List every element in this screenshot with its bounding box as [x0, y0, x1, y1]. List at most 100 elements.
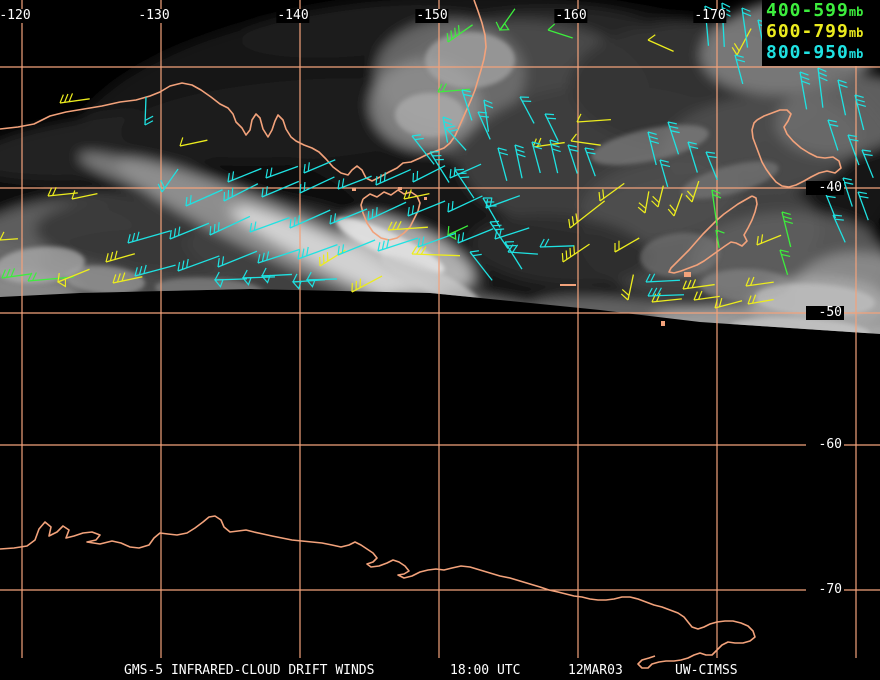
barb-feather: [620, 293, 629, 301]
barb-staff: [407, 200, 446, 217]
barb-feather: [445, 125, 455, 129]
caption-date: 12MAR03: [568, 663, 623, 678]
barb-feather: [827, 119, 837, 123]
wind-barb: [714, 297, 743, 309]
wind-barb: [781, 211, 794, 248]
barb-feather: [718, 297, 723, 307]
barb-feather: [733, 42, 740, 52]
barb-feather: [495, 21, 501, 31]
barb-feather: [568, 219, 571, 229]
barb-flag: [213, 279, 224, 288]
wind-barb: [489, 220, 509, 249]
wind-barb: [454, 168, 475, 199]
legend-unit: mb: [848, 47, 864, 61]
wind-barb: [411, 134, 435, 165]
wind-barb: [457, 228, 494, 244]
wind-barb: [731, 28, 752, 56]
barb-feather: [442, 116, 452, 121]
barb-feather: [416, 246, 422, 255]
barb-feather: [781, 211, 791, 216]
barb-feather: [297, 215, 300, 225]
barb-feather: [842, 177, 852, 181]
barb-staff: [337, 239, 376, 256]
wind-barb: [429, 151, 450, 183]
barb-staff: [377, 237, 419, 252]
wind-barb: [734, 54, 746, 85]
wind-barb: [329, 208, 368, 225]
wind-barb: [637, 191, 650, 214]
barb-feather: [52, 187, 57, 196]
barb-feather: [689, 145, 699, 150]
barb-feather: [584, 147, 594, 151]
barb-feather: [231, 171, 235, 181]
barb-feather: [387, 221, 393, 231]
barb-feather: [116, 273, 121, 283]
wind-barb: [842, 177, 854, 207]
wind-barb: [177, 255, 220, 272]
latitude-label: -40: [806, 181, 844, 195]
barb-feather: [847, 134, 857, 138]
wind-barb: [209, 215, 251, 236]
barb-feather: [169, 230, 172, 240]
barb-feather: [461, 89, 471, 93]
barb-feather: [266, 251, 270, 261]
barb-feather: [621, 289, 630, 296]
caption-product-name: GMS-5 INFRARED-CLOUD DRIFT WINDS: [124, 663, 375, 678]
barb-feather: [221, 256, 225, 266]
barb-feather: [857, 103, 867, 107]
barb-staff: [449, 163, 482, 179]
barb-feather: [136, 231, 140, 241]
legend-unit: mb: [848, 26, 864, 40]
barb-feather: [760, 234, 764, 244]
barb-feather: [547, 23, 556, 31]
barb-feather: [463, 93, 473, 97]
barb-staff: [411, 135, 435, 165]
wind-barb: [549, 139, 561, 174]
barb-feather: [403, 190, 408, 200]
barb-feather: [457, 234, 460, 244]
barb-feather: [647, 34, 656, 41]
wind-barb: [297, 244, 338, 260]
wind-barb: [260, 267, 292, 284]
cloud-blob: [640, 232, 720, 278]
barb-feather: [536, 137, 542, 147]
barb-feather: [442, 83, 447, 92]
wind-barb: [741, 7, 752, 48]
barb-flag: [260, 274, 271, 284]
barb-feather: [375, 207, 378, 217]
barb-staff: [647, 131, 657, 166]
wind-barb: [223, 183, 259, 202]
barb-staff: [442, 116, 449, 143]
barb-staff: [27, 276, 74, 282]
coastline-australia-south-coast: [0, 0, 487, 182]
barb-feather: [734, 54, 744, 58]
wind-barb: [144, 96, 154, 126]
wind-barb: [303, 159, 336, 174]
barb-feather: [105, 253, 109, 263]
legend-row-800-950: 800-950mb: [766, 43, 878, 64]
barb-staff: [429, 151, 450, 183]
barb-feather: [1, 269, 6, 279]
island: [560, 284, 576, 286]
barb-feather: [217, 258, 220, 268]
barb-feather: [185, 196, 188, 207]
barb-feather: [461, 232, 465, 242]
barb-staff: [667, 121, 680, 155]
barb-staff: [847, 134, 860, 166]
barb-staff: [489, 221, 509, 249]
wind-barb: [213, 271, 248, 288]
barb-feather: [544, 113, 555, 116]
barb-feather: [407, 189, 412, 199]
wind-barb: [446, 24, 473, 43]
barb-feather: [531, 141, 541, 145]
cloud-blob: [425, 32, 515, 88]
barb-feather: [367, 210, 370, 221]
barb-staff: [461, 89, 473, 121]
barb-feather: [707, 155, 717, 159]
barb-feather: [143, 264, 147, 274]
wind-barb: [799, 71, 811, 110]
barb-feather: [257, 254, 261, 264]
barb-feather: [667, 121, 677, 125]
legend-range: 800-950: [766, 42, 849, 63]
coastline-tasmania: [360, 189, 421, 241]
